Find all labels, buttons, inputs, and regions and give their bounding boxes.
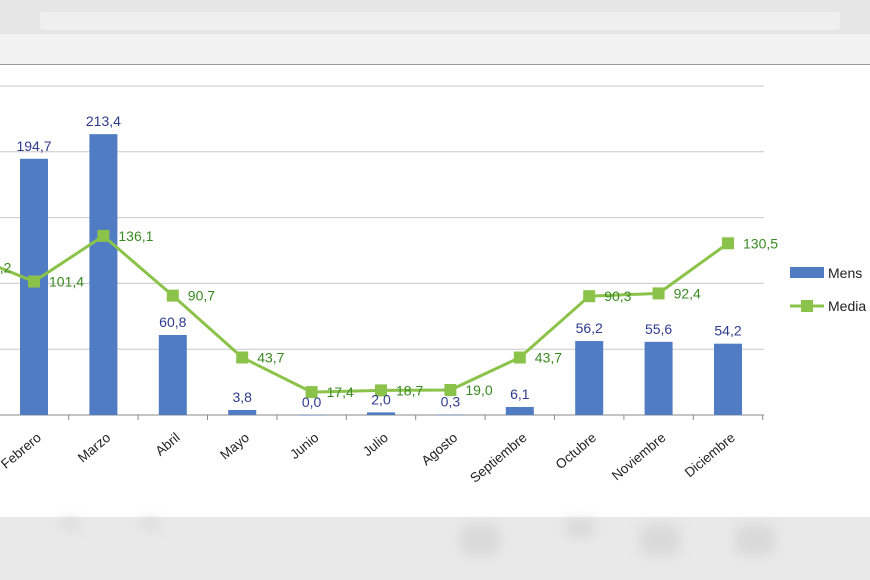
top-band xyxy=(0,0,870,34)
category-axis: Febrero Marzo Abril Mayo Junio Julio Agosto Sep… xyxy=(0,430,738,486)
line-marker xyxy=(166,289,179,302)
line-marker xyxy=(305,386,318,399)
blur-shadow xyxy=(640,525,680,555)
line-value-label: 136,1 xyxy=(118,228,153,244)
line-value-label: 90,7 xyxy=(188,288,215,304)
bar-value-label: 6,1 xyxy=(510,386,530,402)
data-labels: 194,7 213,4 60,8 3,8 0,0 2,0 0,3 6,1 56,2 55,6 54,… xyxy=(0,113,778,410)
category-label: Mayo xyxy=(217,430,252,463)
blur-shadow xyxy=(60,519,80,529)
bar xyxy=(436,414,465,416)
bar xyxy=(367,412,395,415)
legend-label: Mens xyxy=(828,265,862,281)
line-marker xyxy=(236,351,249,364)
category-label: Febrero xyxy=(0,430,44,472)
category-label: Agosto xyxy=(418,430,460,469)
line-value-label: 18,7 xyxy=(396,382,423,398)
line-marker xyxy=(652,287,665,300)
blur-shadow xyxy=(735,525,775,555)
line-value-label: 5,2 xyxy=(0,260,12,276)
line-value-label: 92,4 xyxy=(674,285,701,301)
line-value-label: 43,7 xyxy=(257,349,284,365)
top-band-inner xyxy=(40,12,840,30)
line-value-label: 130,5 xyxy=(743,235,778,251)
bar-value-label: 60,8 xyxy=(159,314,186,330)
category-label: Octubre xyxy=(553,430,599,472)
line-series xyxy=(0,229,734,399)
legend-swatch-bar xyxy=(790,267,824,278)
legend-label: Media xyxy=(828,298,866,314)
line-marker xyxy=(375,384,387,397)
category-label: Marzo xyxy=(75,430,113,466)
bar xyxy=(575,341,604,415)
bar-series xyxy=(20,134,742,416)
line-marker xyxy=(722,237,734,250)
bar xyxy=(228,409,257,415)
bar-value-label: 3,8 xyxy=(232,389,252,405)
line-marker xyxy=(444,383,457,396)
bar-value-label: 0,0 xyxy=(302,394,322,410)
bar xyxy=(644,341,673,415)
blur-shadow xyxy=(460,525,500,555)
line-value-label: 19,0 xyxy=(465,382,492,398)
line-marker xyxy=(28,275,40,288)
line-value-label: 17,4 xyxy=(327,384,354,400)
category-label: Septiembre xyxy=(467,430,530,486)
bar-value-label: 54,2 xyxy=(714,323,741,339)
bar-value-label: 0,3 xyxy=(441,394,461,410)
blur-shadow xyxy=(140,519,160,529)
bar-value-label: 194,7 xyxy=(16,138,51,154)
category-label: Julio xyxy=(360,430,391,459)
line-path xyxy=(0,234,729,394)
line-value-label: 90,3 xyxy=(604,288,631,304)
bar-value-label: 55,6 xyxy=(645,321,672,337)
blur-shadow xyxy=(565,519,595,537)
bar xyxy=(89,134,118,416)
category-label: Noviembre xyxy=(609,430,669,483)
category-label: Diciembre xyxy=(682,430,738,481)
bar xyxy=(158,334,187,415)
chart-panel xyxy=(0,64,870,518)
bar xyxy=(505,406,534,415)
line-marker xyxy=(583,290,596,303)
line-marker xyxy=(97,229,110,242)
bar xyxy=(714,343,742,415)
legend: Mens Media xyxy=(790,265,866,314)
category-label: Abril xyxy=(152,430,182,459)
bar xyxy=(297,415,326,416)
category-label: Junio xyxy=(287,430,321,462)
bottom-band xyxy=(0,517,870,580)
legend-swatch-marker xyxy=(801,300,813,312)
line-value-label: 101,4 xyxy=(49,274,84,290)
line-value-label: 43,7 xyxy=(535,349,562,365)
bar-value-label: 2,0 xyxy=(371,391,391,407)
line-marker xyxy=(513,351,526,364)
bar-value-label: 56,2 xyxy=(576,320,603,336)
bar-value-label: 213,4 xyxy=(86,113,121,129)
